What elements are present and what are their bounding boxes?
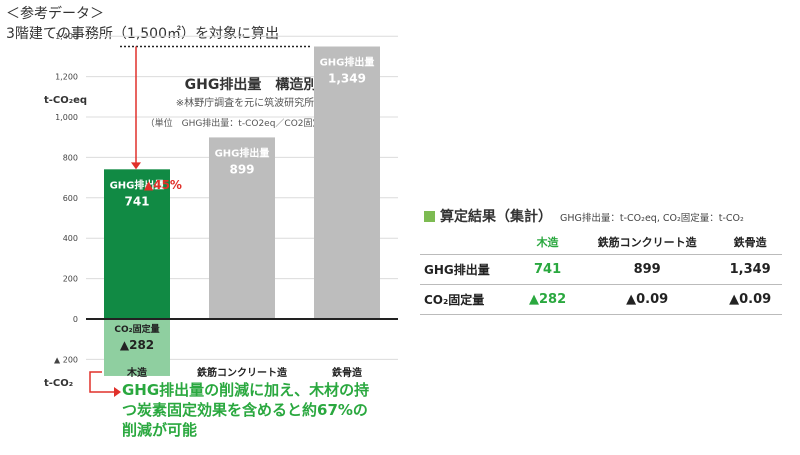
x-category-label: 鉄筋コンクリート造 <box>197 366 288 379</box>
table-row: CO₂固定量 ▲282 ▲0.09 ▲0.09 <box>420 284 782 315</box>
y-tick-label: 800 <box>63 153 78 162</box>
x-category-label: 木造 <box>126 366 148 379</box>
co2-bar-label: CO₂固定量 <box>114 323 159 335</box>
right-arrow-icon <box>114 387 121 397</box>
bar-inner-label: GHG排出量 <box>215 146 270 159</box>
cell-co2-wood: ▲282 <box>519 284 576 315</box>
x-category-label: 鉄骨造 <box>332 366 363 379</box>
y-tick-label: 0 <box>73 315 78 324</box>
header: ＜参考データ＞ 3階建ての事務所（1,500㎡）を対象に算出 <box>6 4 279 44</box>
result-title-text: 算定結果（集計） <box>440 209 552 225</box>
row-label-ghg: GHG排出量 <box>420 254 520 285</box>
ghg-bar <box>104 169 170 319</box>
ghg-bar <box>209 137 275 319</box>
y-tick-label: 1,400 <box>55 32 78 41</box>
y-tick-label: 200 <box>63 275 78 284</box>
bar-value-label: 741 <box>124 194 149 208</box>
y-tick-label: ▲ 200 <box>54 355 78 364</box>
annotation-line3: 削減が可能 <box>122 421 198 439</box>
cell-co2-steel: ▲0.09 <box>718 284 782 315</box>
y-axis-label-bottom: t-CO₂ <box>44 378 74 389</box>
result-table: 木造 鉄筋コンクリート造 鉄骨造 GHG排出量 741 899 1,349 CO… <box>420 230 782 315</box>
y-tick-label: 1,200 <box>55 73 78 82</box>
y-tick-label: 1,600 <box>55 0 78 1</box>
chart-title: GHG排出量 構造別比較 <box>184 77 346 93</box>
result-unit-note: GHG排出量：t-CO₂eq, CO₂固定量：t-CO₂ <box>560 213 744 224</box>
table-header-row: 木造 鉄筋コンクリート造 鉄骨造 <box>420 230 782 255</box>
column-header-steel: 鉄骨造 <box>733 236 767 249</box>
annotation-text: GHG排出量の削減に加え、木材の持 つ炭素固定効果を含めると約67%の 削減が可… <box>122 380 412 440</box>
bar-inner-label: GHG排出量 <box>110 178 165 191</box>
cell-co2-rc: ▲0.09 <box>575 284 719 315</box>
bar-inner-label: GHG排出量 <box>320 56 375 69</box>
reduction-label: ▲45% <box>144 178 182 192</box>
row-label-co2: CO₂固定量 <box>420 284 520 315</box>
chart-unit-note: （単位 GHG排出量：t-CO2eq／CO2固定量：t-CO2） <box>145 119 375 129</box>
annotation-line1: GHG排出量の削減に加え、木材の持 <box>122 381 370 399</box>
ghg-bar <box>314 46 380 319</box>
header-line2: 3階建ての事務所（1,500㎡）を対象に算出 <box>6 26 279 42</box>
y-tick-label: 1,000 <box>55 113 78 122</box>
annotation-connector-line <box>89 371 116 393</box>
cell-ghg-rc: 899 <box>575 254 719 285</box>
annotation-line2: つ炭素固定効果を含めると約67%の <box>122 401 368 419</box>
table-corner <box>420 230 519 255</box>
bar-value-label: 899 <box>229 162 254 176</box>
cell-ghg-wood: 741 <box>519 254 576 285</box>
y-tick-label: 600 <box>63 194 78 203</box>
result-table-title: 算定結果（集計） GHG排出量：t-CO₂eq, CO₂固定量：t-CO₂ <box>424 206 744 226</box>
co2-bar-value: ▲282 <box>120 338 154 352</box>
column-header-wood: 木造 <box>536 236 559 249</box>
green-square-icon <box>424 211 435 222</box>
chart-subtitle: ※林野庁調査を元に筑波研究所にて試算 <box>175 98 355 109</box>
table-row: GHG排出量 741 899 1,349 <box>420 254 782 285</box>
co2-fixed-bar <box>104 319 170 376</box>
cell-ghg-steel: 1,349 <box>718 254 782 285</box>
y-tick-label: 400 <box>63 234 78 243</box>
y-axis-label-top: t-CO₂eq <box>44 95 88 106</box>
down-arrow-icon <box>131 162 141 170</box>
column-header-rc: 鉄筋コンクリート造 <box>597 236 697 249</box>
header-line1: ＜参考データ＞ <box>6 6 104 22</box>
bar-value-label: 1,349 <box>328 72 366 86</box>
